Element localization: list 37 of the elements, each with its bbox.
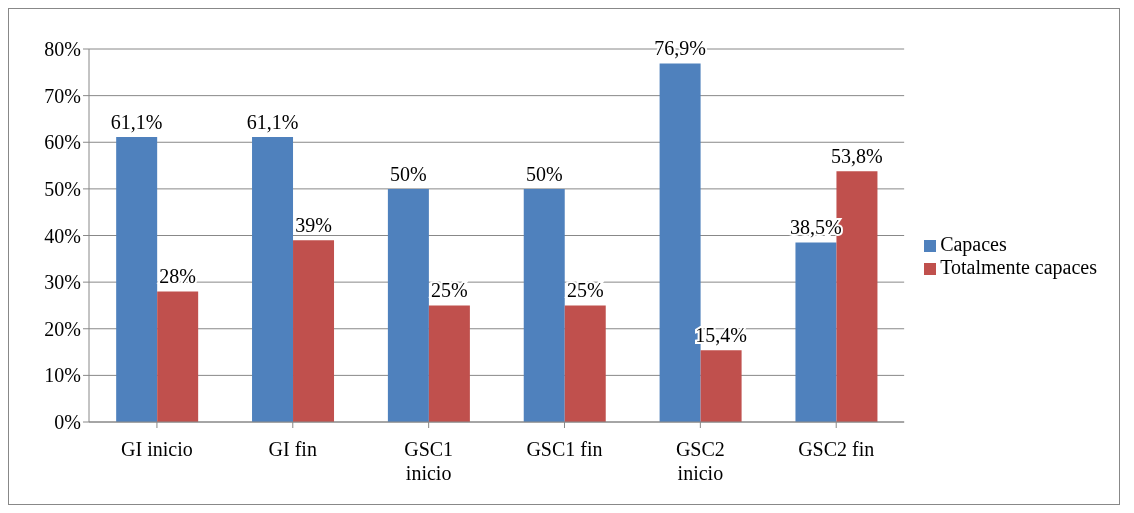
legend-label: Capaces xyxy=(940,232,1007,255)
bar xyxy=(795,242,837,422)
y-tick-label: 30% xyxy=(44,271,81,294)
y-tick-label: 60% xyxy=(44,131,81,154)
y-tick-label: 50% xyxy=(44,177,81,200)
x-tick-label: GSC2 inicio xyxy=(675,438,725,484)
data-label: 25% xyxy=(566,279,604,302)
data-label: 25% xyxy=(431,279,468,302)
y-tick-label: 40% xyxy=(44,224,81,247)
y-tick-label: 10% xyxy=(44,364,81,387)
data-label: 50% xyxy=(390,162,427,185)
bar xyxy=(116,137,158,422)
data-label: 50% xyxy=(525,162,563,185)
y-tick-label: 80% xyxy=(44,38,81,61)
bar xyxy=(157,291,199,422)
data-label: 61,1% xyxy=(246,111,299,134)
bar xyxy=(523,188,565,422)
bar xyxy=(293,240,335,422)
data-label: 76,9% xyxy=(654,37,706,60)
y-tick-label: 70% xyxy=(44,84,81,107)
x-tick-label: GSC1 fin xyxy=(526,438,603,460)
data-label: 39% xyxy=(295,214,332,237)
bar xyxy=(252,137,294,422)
x-tick-label: GI inicio xyxy=(121,438,193,460)
data-label: 53,8% xyxy=(831,145,883,168)
bar xyxy=(700,350,742,422)
y-tick-label: 0% xyxy=(54,411,81,434)
x-tick-label: GSC1 inicio xyxy=(404,438,454,484)
legend-label: Totalmente capaces xyxy=(940,255,1097,278)
x-tick-label: GSC2 fin xyxy=(798,438,875,460)
y-tick-label: 20% xyxy=(44,317,81,340)
x-tick-label: GI fin xyxy=(268,438,317,460)
bar xyxy=(387,188,429,422)
data-label: 28% xyxy=(159,265,197,288)
bar xyxy=(564,305,606,422)
data-label: 61,1% xyxy=(110,111,163,134)
bar xyxy=(428,305,470,422)
